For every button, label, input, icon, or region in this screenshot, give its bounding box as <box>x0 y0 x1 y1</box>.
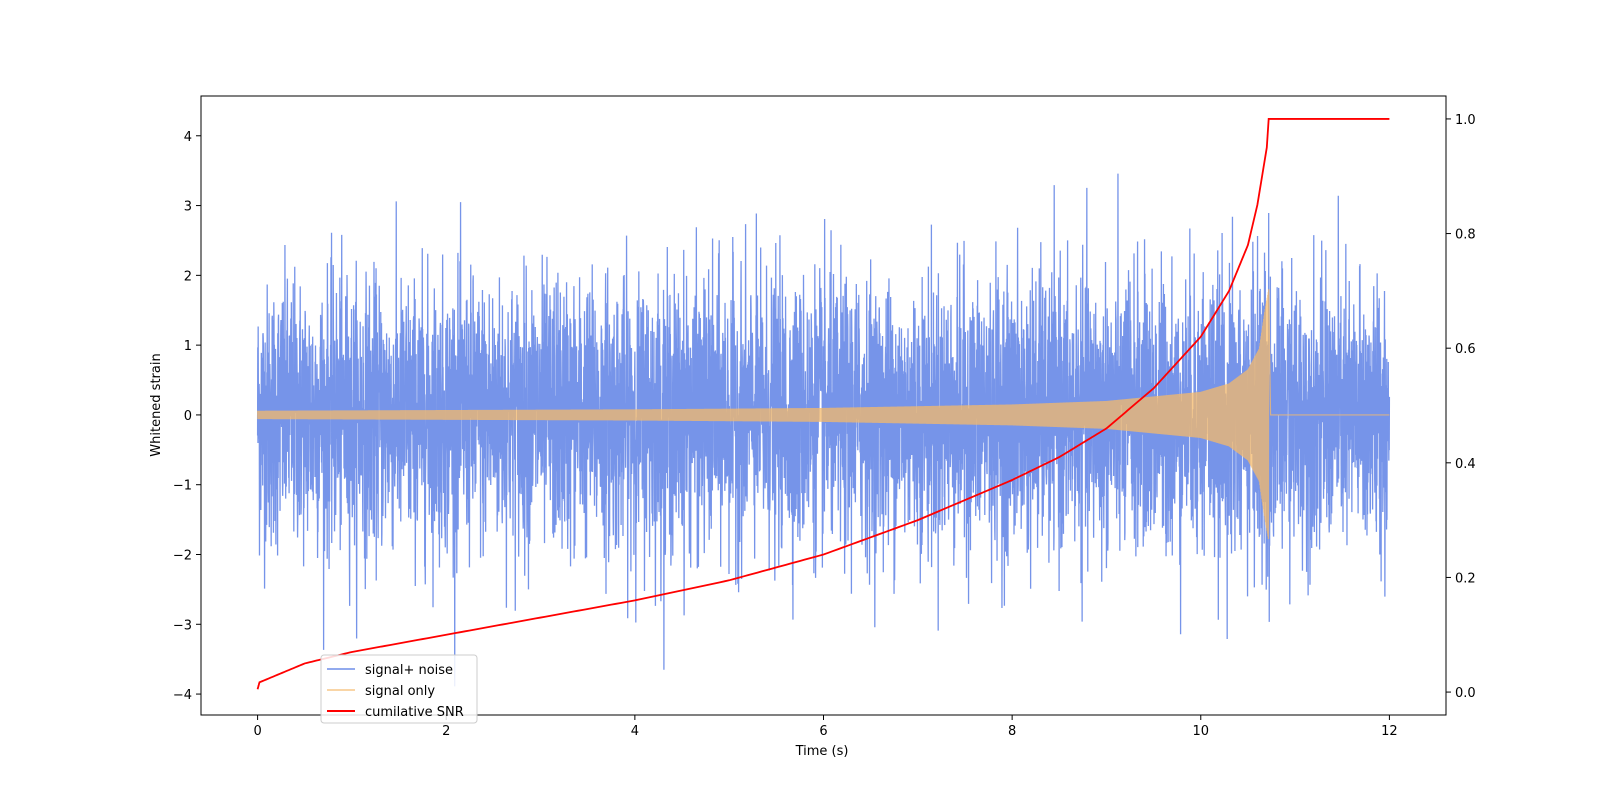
y2-tick-label: 0.6 <box>1455 342 1476 357</box>
x-axis-label: Time (s) <box>795 744 849 759</box>
y-tick-label: 0 <box>184 409 192 424</box>
x-tick-label: 2 <box>442 724 450 739</box>
y-axis-label: Whitened strain <box>149 353 164 456</box>
legend-label: signal+ noise <box>365 663 453 678</box>
y-tick-label: −4 <box>173 688 192 703</box>
series-cumulative-snr-line <box>256 118 1390 690</box>
y2-tick-label: 0.2 <box>1455 571 1476 586</box>
legend-label: cumilative SNR <box>365 705 464 720</box>
y2-tick-label: 0.8 <box>1455 228 1476 243</box>
y-tick-label: 2 <box>184 269 192 284</box>
legend: signal+ noise signal only cumilative SNR <box>320 654 478 724</box>
y-tick-label: −2 <box>173 548 192 563</box>
x-tick-label: 12 <box>1381 724 1398 739</box>
y-tick-label: −1 <box>173 479 192 494</box>
y-tick-label: 3 <box>184 200 192 215</box>
legend-box <box>320 654 478 724</box>
x-tick-label: 6 <box>819 724 827 739</box>
legend-label: signal only <box>365 684 435 699</box>
y-tick-label: −3 <box>173 618 192 633</box>
x-tick-label: 10 <box>1192 724 1209 739</box>
y2-tick-label: 0.4 <box>1455 457 1476 472</box>
series-signal-only-line <box>256 289 1390 540</box>
series-layer <box>256 118 1391 690</box>
x-tick-label: 0 <box>253 724 261 739</box>
y-tick-label: 1 <box>184 339 192 354</box>
y2-tick-label: 1.0 <box>1455 113 1476 128</box>
series-signal-noise-line <box>256 173 1391 687</box>
x-tick-label: 8 <box>1008 724 1016 739</box>
x-tick-label: 4 <box>631 724 639 739</box>
y-tick-label: 4 <box>184 130 192 145</box>
y2-tick-label: 0.0 <box>1455 686 1476 701</box>
